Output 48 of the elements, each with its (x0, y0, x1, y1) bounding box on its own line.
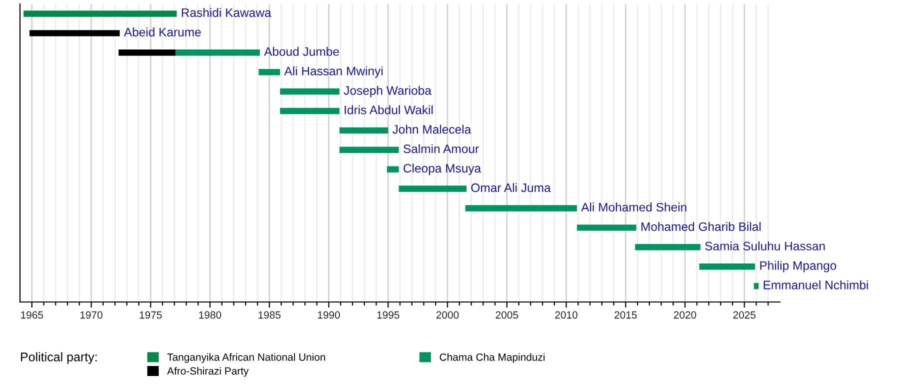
x-tick-label: 1970 (80, 311, 102, 319)
y-tick-label: Rashidi Kawawa (182, 8, 272, 18)
bar (339, 127, 388, 134)
bar (24, 10, 177, 17)
x-tick-label: 2010 (555, 311, 578, 319)
bar (398, 186, 466, 192)
x-tick-label: 1975 (140, 311, 162, 319)
bar (280, 108, 340, 114)
legend-title: Political party: (21, 352, 97, 364)
bar (30, 30, 120, 36)
y-tick-label: John Malecela (392, 124, 472, 134)
x-tick-label: 1980 (199, 311, 222, 319)
y-tick-label: Aboud Jumbe (264, 46, 339, 56)
x-tick-label: 1995 (377, 311, 400, 319)
bar (176, 50, 260, 56)
y-tick-label: Mohamed Gharib Bilal (641, 222, 761, 231)
bar (118, 50, 176, 56)
bar (635, 244, 700, 250)
y-tick-label: Ali Mohamed Shein (581, 202, 686, 212)
y-tick-label: Abeid Karume (124, 27, 201, 36)
x-tick-label: 1990 (318, 311, 340, 319)
bar (465, 205, 577, 212)
y-tick-label: Cleopa Msuya (404, 164, 482, 176)
bar (258, 68, 280, 76)
y-tick-label: Ali Hassan Mwinyi (284, 66, 383, 78)
bar (339, 146, 399, 153)
x-tick-label: 2020 (674, 311, 696, 319)
y-tick-label: Salmin Amour (404, 144, 479, 154)
x-tick-label: 1985 (258, 311, 281, 319)
legend-label: Afro-Shirazi Party (167, 367, 249, 377)
x-tick-label: 2005 (496, 311, 518, 319)
x-tick-label: 1965 (21, 311, 44, 319)
y-tick-label: Idris Abdul Wakil (344, 105, 433, 114)
x-tick-label: 2015 (614, 311, 637, 319)
y-tick-label: Philip Mpango (760, 260, 836, 272)
y-tick-label: Omar Ali Juma (471, 183, 551, 192)
y-tick-label: Samia Suluhu Hassan (705, 241, 825, 250)
bar (699, 263, 756, 270)
bar (754, 282, 759, 290)
bar (386, 166, 399, 172)
legend-label: Tanganyika African National Union (167, 353, 326, 363)
x-tick-label: 2025 (733, 311, 756, 319)
bar (576, 224, 636, 231)
bar (280, 88, 340, 95)
legend-label: Chama Cha Mapinduzi (440, 353, 545, 363)
y-tick-label: Joseph Warioba (344, 86, 432, 98)
y-tick-label: Emmanuel Nchimbi (764, 280, 868, 290)
x-tick-label: 2000 (436, 311, 459, 319)
